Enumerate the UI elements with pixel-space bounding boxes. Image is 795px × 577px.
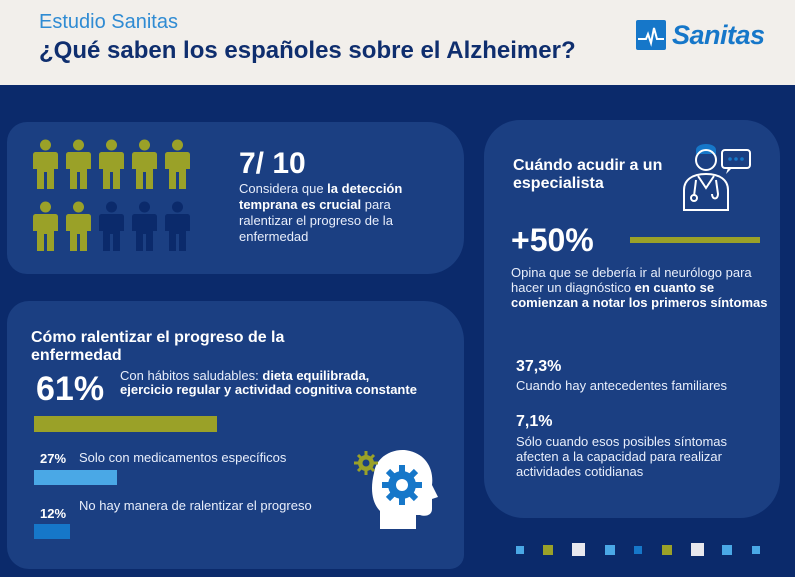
doctor-icon	[678, 140, 754, 214]
person-icon	[32, 201, 59, 253]
dot	[605, 545, 615, 555]
decorative-dots	[516, 543, 766, 557]
person-icon	[164, 139, 191, 191]
stat-37: 37,3%	[516, 358, 562, 375]
person-icon	[65, 201, 92, 253]
pct-12: 12%	[40, 506, 67, 521]
header: Estudio Sanitas ¿Qué saben los españoles…	[0, 0, 795, 85]
person-icon	[164, 201, 191, 253]
dot	[634, 546, 642, 554]
dot	[572, 543, 585, 556]
specialist-card	[484, 120, 780, 518]
bar-61	[34, 416, 217, 432]
heartbeat-icon	[636, 20, 666, 50]
text-50: Opina que se debería ir al neurólogo par…	[511, 265, 768, 310]
study-label: Estudio Sanitas	[39, 11, 178, 33]
person-icon	[98, 139, 125, 191]
specialist-title: Cuándo acudir a un especialista	[513, 157, 663, 192]
pct-27: 27%	[40, 451, 67, 466]
stat-50: +50%	[511, 222, 594, 258]
text-27: Solo con medicamentos específicos	[79, 450, 287, 465]
dot	[691, 543, 704, 556]
bar-12	[34, 524, 70, 539]
person-icon	[65, 139, 92, 191]
page-title: ¿Qué saben los españoles sobre el Alzhei…	[39, 37, 576, 64]
sanitas-logo: Sanitas	[636, 20, 765, 50]
dot	[752, 546, 760, 554]
person-icon	[32, 139, 59, 191]
bar-27	[34, 470, 117, 485]
logo-text: Sanitas	[672, 19, 765, 50]
detection-text: Considera que la detección temprana es c…	[239, 181, 403, 244]
dot	[722, 545, 732, 555]
person-icon	[131, 201, 158, 253]
dot	[516, 546, 524, 554]
person-icon	[131, 139, 158, 191]
dot	[662, 545, 672, 555]
slowing-title: Cómo ralentizar el progreso de la enferm…	[31, 329, 285, 364]
stat-7: 7,1%	[516, 413, 553, 430]
text-37: Cuando hay antecedentes familiares	[516, 378, 728, 393]
detection-stat: 7/ 10	[239, 147, 306, 180]
pct-61: 61%	[36, 370, 105, 408]
text-7: Sólo cuando esos posibles síntomas afect…	[516, 434, 728, 479]
head-gears-icon	[352, 445, 440, 537]
people-pictogram	[32, 139, 192, 259]
text-12: No hay manera de ralentizar el progreso	[79, 498, 312, 513]
text-61: Con hábitos saludables: dieta equilibrad…	[120, 368, 417, 397]
dot	[543, 545, 553, 555]
accent-line	[630, 237, 760, 243]
person-icon	[98, 201, 125, 253]
